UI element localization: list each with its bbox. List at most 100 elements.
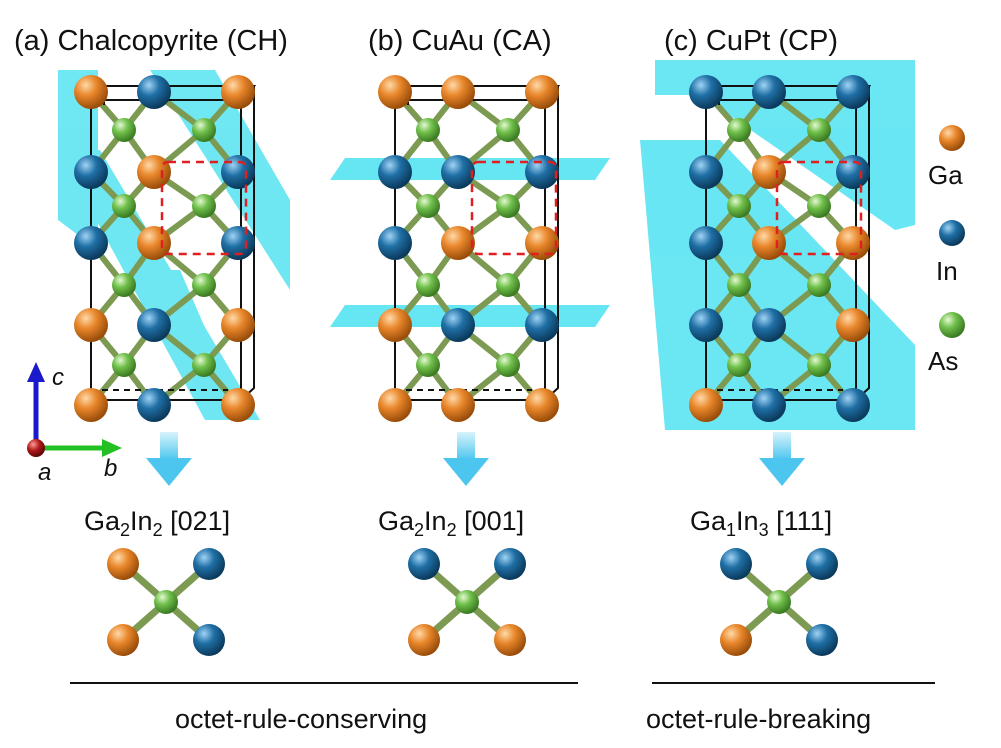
legend: Ga In As bbox=[928, 125, 965, 376]
ga-atom bbox=[752, 155, 786, 189]
panel-c-title: (c) CuPt (CP) bbox=[664, 25, 838, 57]
as-atom bbox=[727, 353, 751, 377]
in-atom bbox=[752, 388, 786, 422]
in-atom bbox=[74, 155, 108, 189]
as-atom bbox=[807, 353, 831, 377]
ga-atom bbox=[74, 75, 108, 109]
as-atom bbox=[496, 353, 520, 377]
ga-atom bbox=[137, 155, 171, 189]
down-arrow-c-icon bbox=[759, 432, 805, 486]
in-atom bbox=[836, 388, 870, 422]
as-atom bbox=[112, 273, 136, 297]
legend-as-label: As bbox=[928, 346, 958, 376]
in-atom bbox=[408, 548, 440, 580]
motif-chalcopyrite bbox=[107, 548, 225, 656]
motif-cuau bbox=[408, 548, 526, 656]
as-atom bbox=[727, 118, 751, 142]
as-atom bbox=[807, 273, 831, 297]
formula-a: Ga2In2 [021] bbox=[84, 506, 230, 540]
as-atom bbox=[112, 353, 136, 377]
as-atom bbox=[154, 590, 178, 614]
in-atom bbox=[137, 308, 171, 342]
in-atom bbox=[836, 75, 870, 109]
c-axis-arrow-icon bbox=[27, 362, 45, 382]
ga-atom bbox=[137, 226, 171, 260]
ga-atom bbox=[221, 75, 255, 109]
legend-as-swatch bbox=[939, 312, 965, 338]
as-atom bbox=[416, 194, 440, 218]
in-atom bbox=[137, 388, 171, 422]
ga-atom bbox=[441, 388, 475, 422]
caption-conserving: octet-rule-conserving bbox=[175, 704, 427, 734]
in-atom bbox=[525, 308, 559, 342]
in-atom bbox=[193, 548, 225, 580]
formula-b: Ga2In2 [001] bbox=[378, 506, 524, 540]
ga-atom bbox=[525, 75, 559, 109]
ga-atom bbox=[378, 308, 412, 342]
in-atom bbox=[441, 308, 475, 342]
as-atom bbox=[807, 118, 831, 142]
as-atom bbox=[807, 194, 831, 218]
in-atom bbox=[689, 75, 723, 109]
in-atom bbox=[441, 155, 475, 189]
tetrahedron-highlight bbox=[775, 160, 863, 256]
caption-breaking: octet-rule-breaking bbox=[646, 704, 871, 734]
in-atom bbox=[752, 308, 786, 342]
as-atom bbox=[416, 353, 440, 377]
down-arrow-a-icon bbox=[146, 432, 192, 486]
in-atom bbox=[752, 75, 786, 109]
ga-atom bbox=[689, 388, 723, 422]
in-atom bbox=[720, 548, 752, 580]
ga-atom bbox=[525, 388, 559, 422]
ga-atom bbox=[441, 75, 475, 109]
legend-ga-swatch bbox=[939, 125, 965, 151]
as-atom bbox=[496, 273, 520, 297]
as-atom bbox=[727, 273, 751, 297]
legend-ga-label: Ga bbox=[928, 160, 963, 190]
in-atom bbox=[689, 155, 723, 189]
in-atom bbox=[193, 624, 225, 656]
as-atom bbox=[767, 590, 791, 614]
in-atom bbox=[137, 75, 171, 109]
as-atom bbox=[192, 273, 216, 297]
in-atom bbox=[525, 155, 559, 189]
ga-atom bbox=[107, 624, 139, 656]
panel-b-title: (b) CuAu (CA) bbox=[368, 25, 552, 57]
as-atom bbox=[455, 590, 479, 614]
ga-atom bbox=[441, 226, 475, 260]
in-atom bbox=[378, 155, 412, 189]
as-atom bbox=[112, 118, 136, 142]
down-arrow-b-icon bbox=[443, 432, 489, 486]
ga-atom bbox=[525, 226, 559, 260]
legend-in-swatch bbox=[939, 220, 965, 246]
as-atom bbox=[727, 194, 751, 218]
ga-atom bbox=[107, 548, 139, 580]
axis-label-b: b bbox=[104, 455, 117, 482]
ga-atom bbox=[221, 308, 255, 342]
panel-a-title: (a) Chalcopyrite (CH) bbox=[14, 25, 288, 57]
ga-atom bbox=[752, 226, 786, 260]
in-atom bbox=[836, 155, 870, 189]
in-atom bbox=[806, 624, 838, 656]
as-atom bbox=[416, 118, 440, 142]
ga-atom bbox=[378, 388, 412, 422]
as-atom bbox=[112, 194, 136, 218]
in-atom bbox=[74, 226, 108, 260]
as-atom bbox=[496, 118, 520, 142]
legend-in-label: In bbox=[936, 256, 958, 286]
structure-cupt bbox=[689, 75, 872, 422]
formula-c: Ga1In3 [111] bbox=[690, 506, 832, 540]
ga-atom bbox=[74, 308, 108, 342]
as-atom bbox=[496, 194, 520, 218]
in-atom bbox=[806, 548, 838, 580]
as-atom bbox=[192, 353, 216, 377]
ga-atom bbox=[494, 624, 526, 656]
motif-cupt bbox=[720, 548, 838, 656]
ga-atom bbox=[378, 75, 412, 109]
tetrahedron-highlight bbox=[160, 160, 248, 256]
axis-label-c: c bbox=[52, 364, 64, 391]
ga-atom bbox=[836, 308, 870, 342]
in-atom bbox=[221, 155, 255, 189]
as-atom bbox=[192, 118, 216, 142]
